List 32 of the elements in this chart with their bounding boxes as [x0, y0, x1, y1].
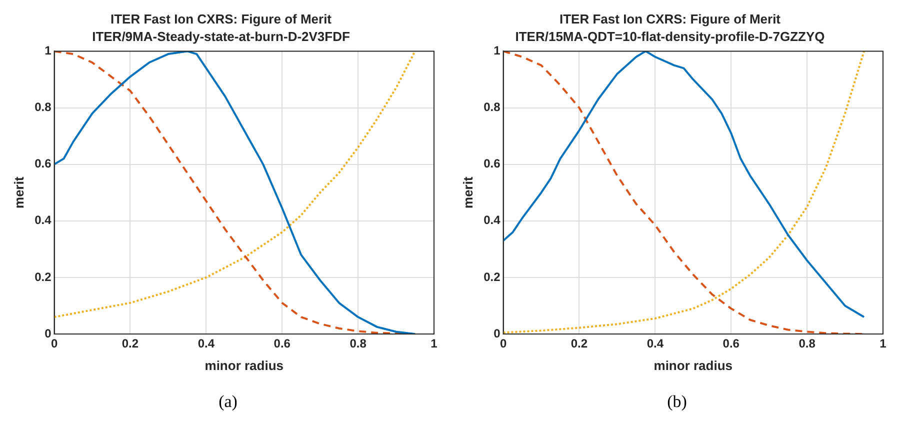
x-tick-label: 1 [430, 336, 438, 351]
y-tick-label: 1 [44, 44, 52, 58]
y-tick-label: 0.4 [34, 213, 52, 228]
y-tick-label: 0.6 [34, 156, 52, 171]
x-tick-label: 0.4 [198, 336, 215, 351]
text: (a) [218, 392, 238, 412]
chart-subtitle: ITER/9MA-Steady-state-at-burn-D-2V3FDF [92, 28, 350, 44]
y-axis-title: merit [460, 176, 476, 208]
x-tick-label: 0.2 [570, 336, 588, 351]
chart-title: ITER Fast Ion CXRS: Figure of Merit [110, 11, 332, 26]
y-tick-label: 0.8 [34, 100, 52, 114]
y-tick-label: 0.8 [484, 100, 501, 114]
x-tick-label: 1 [880, 336, 887, 351]
x-tick-label: 0.6 [722, 336, 740, 351]
x-tick-label: 0.2 [122, 336, 139, 351]
x-axis-title: minor radius [204, 358, 284, 373]
y-tick-label: 0.2 [34, 270, 52, 284]
x-tick-label: 0.8 [798, 336, 816, 351]
y-tick-label: 0 [44, 326, 52, 340]
x-tick-label: 0.4 [646, 336, 664, 351]
x-tick-label: 0.6 [274, 336, 291, 351]
y-axis-title: merit [11, 176, 26, 208]
chart-title: ITER Fast Ion CXRS: Figure of Merit [559, 11, 782, 26]
x-tick-label: 0.8 [350, 336, 367, 351]
y-tick-label: 0.6 [484, 156, 501, 171]
x-axis-title: minor radius [654, 358, 733, 373]
y-tick-label: 1 [494, 44, 501, 58]
y-tick-label: 0.4 [484, 213, 501, 228]
y-tick-label: 0 [494, 326, 501, 340]
y-tick-label: 0.2 [484, 270, 501, 284]
text: (b) [666, 392, 688, 412]
chart-subtitle: ITER/15MA-QDT=10-flat-density-profile-D-7GZZYQ [515, 28, 825, 44]
